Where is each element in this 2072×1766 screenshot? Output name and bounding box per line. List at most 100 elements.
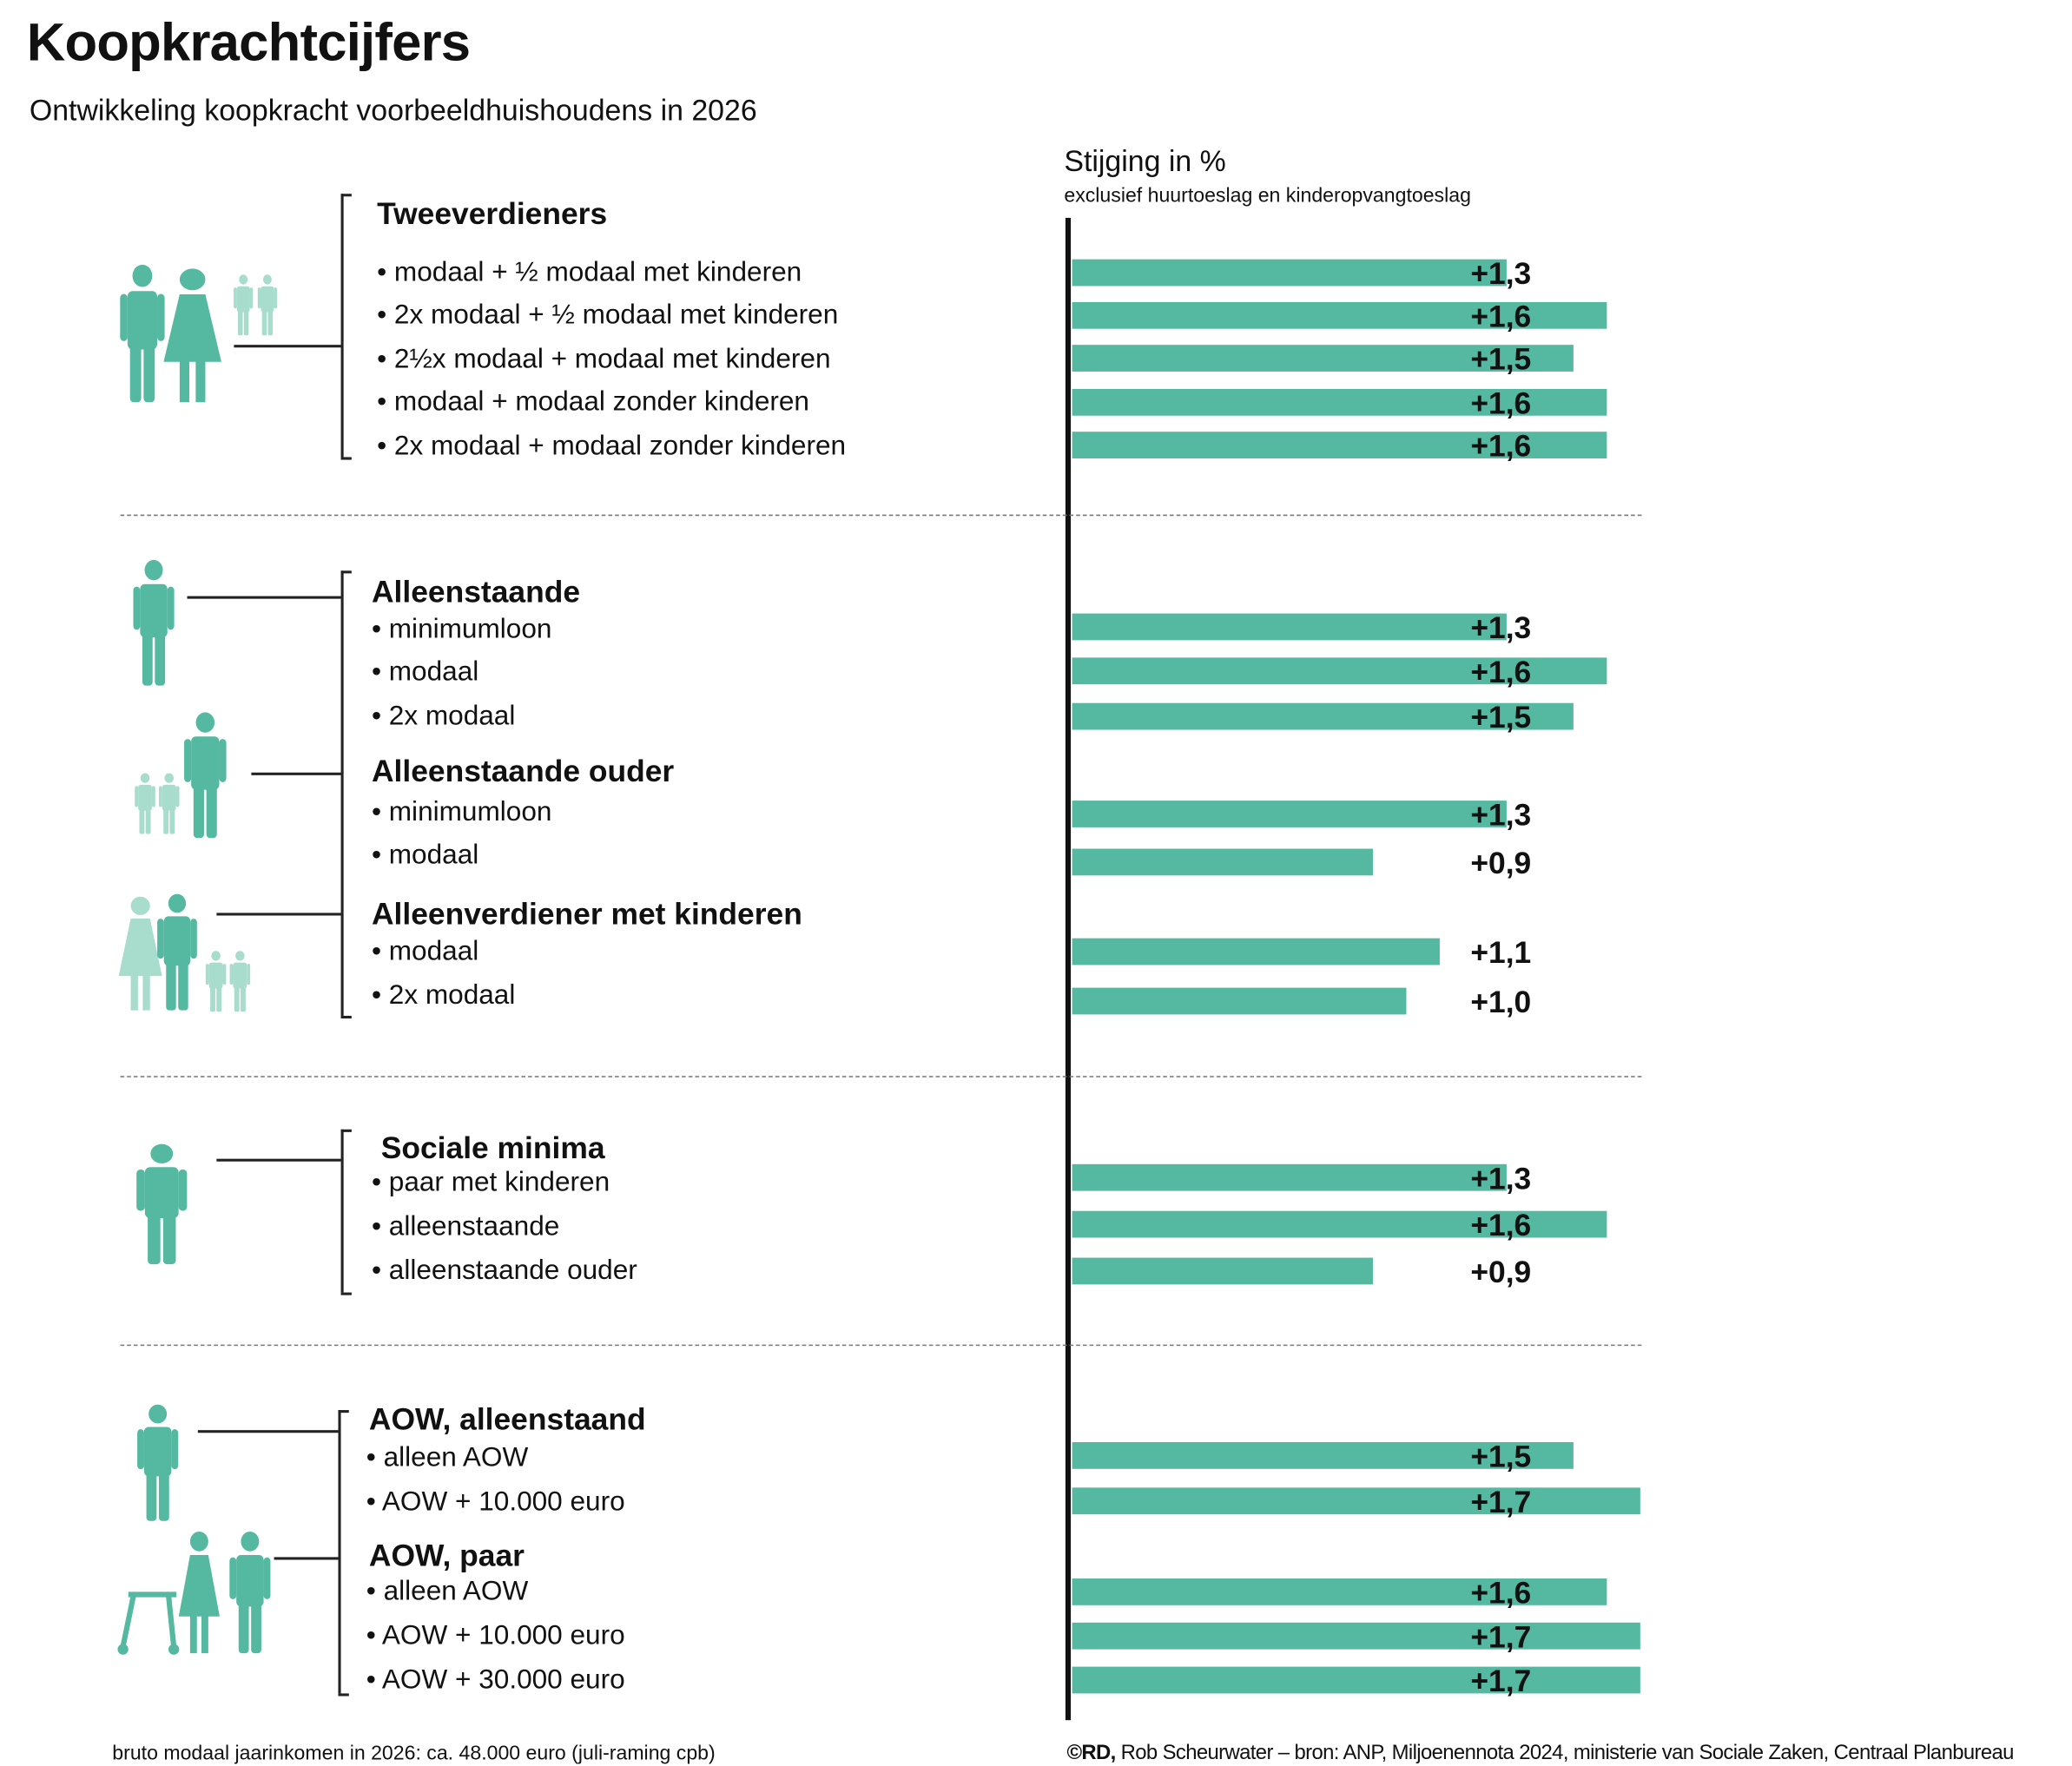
value-label: +1,7 bbox=[1470, 1663, 1532, 1698]
axis-title: Stijging in % bbox=[1064, 144, 1226, 178]
man-icon bbox=[120, 264, 165, 403]
elderly-woman-icon bbox=[178, 1532, 220, 1654]
bar bbox=[1072, 1622, 1640, 1650]
value-label: +1,5 bbox=[1470, 341, 1532, 377]
bracket-line bbox=[340, 570, 344, 1016]
group-label: AOW, paar bbox=[368, 1538, 525, 1573]
child-icon bbox=[234, 274, 254, 336]
bar bbox=[1072, 938, 1440, 965]
row-label: • paar met kinderen bbox=[371, 1166, 610, 1198]
divider bbox=[120, 1344, 1642, 1347]
bracket-line bbox=[340, 194, 352, 197]
value-label: +1,6 bbox=[1470, 385, 1532, 421]
bracket-line bbox=[187, 596, 341, 598]
value-label: +0,9 bbox=[1470, 845, 1532, 880]
divider bbox=[120, 514, 1642, 517]
bracket-line bbox=[274, 1557, 339, 1559]
row-label: • modaal bbox=[371, 656, 479, 688]
elderly-person-icon bbox=[137, 1404, 179, 1521]
bar bbox=[1072, 301, 1607, 329]
row-label: • alleenstaande bbox=[371, 1210, 560, 1242]
child-icon bbox=[257, 274, 277, 336]
bar bbox=[1072, 1666, 1640, 1694]
bracket-line bbox=[340, 457, 352, 460]
divider bbox=[120, 1076, 1642, 1077]
group-label: Alleenstaande bbox=[371, 574, 581, 610]
bracket-line bbox=[340, 1292, 352, 1295]
bar bbox=[1072, 432, 1607, 459]
bracket-line bbox=[340, 570, 352, 574]
child-icon bbox=[158, 773, 180, 834]
bar bbox=[1072, 801, 1507, 827]
bar bbox=[1072, 388, 1607, 416]
row-label: • AOW + 30.000 euro bbox=[366, 1664, 625, 1695]
value-label: +1,6 bbox=[1470, 428, 1532, 464]
axis-subtitle: exclusief huurtoeslag en kinderopvangtoe… bbox=[1064, 184, 1471, 208]
bar bbox=[1072, 1487, 1640, 1515]
row-label: • modaal + modaal zonder kinderen bbox=[377, 385, 809, 418]
value-label: +1,6 bbox=[1470, 1575, 1532, 1611]
bar bbox=[1072, 1442, 1574, 1469]
row-label: • minimumloon bbox=[371, 796, 552, 827]
woman-icon bbox=[163, 268, 221, 403]
group-label: Alleenverdiener met kinderen bbox=[371, 896, 802, 932]
bar bbox=[1072, 702, 1574, 730]
credits-brand: ©RD, bbox=[1066, 1741, 1116, 1765]
bar bbox=[1072, 345, 1574, 372]
child-icon bbox=[205, 951, 227, 1012]
page-subtitle: Ontwikkeling koopkracht voorbeeldhuishou… bbox=[29, 93, 757, 128]
value-label: +1,1 bbox=[1470, 934, 1532, 970]
value-label: +1,6 bbox=[1470, 654, 1532, 689]
row-label: • modaal bbox=[371, 935, 479, 966]
bracket-line bbox=[340, 1015, 352, 1019]
bar bbox=[1072, 1257, 1373, 1285]
row-label: • alleenstaande ouder bbox=[371, 1255, 637, 1286]
bracket-line bbox=[197, 1430, 339, 1433]
value-label: +1,5 bbox=[1470, 699, 1532, 735]
social-minimum-person-icon bbox=[136, 1143, 188, 1265]
value-label: +1,3 bbox=[1470, 1160, 1532, 1196]
row-label: • modaal bbox=[371, 839, 479, 871]
woman-icon bbox=[118, 896, 162, 1011]
bar bbox=[1072, 613, 1507, 641]
row-label: • modaal + ½ modaal met kinderen bbox=[377, 256, 802, 287]
bracket-line bbox=[251, 772, 341, 775]
value-label: +1,6 bbox=[1470, 299, 1532, 334]
bracket-line bbox=[234, 345, 341, 347]
parent-icon bbox=[184, 712, 227, 839]
bracket-line bbox=[338, 1410, 341, 1694]
value-label: +1,5 bbox=[1470, 1439, 1532, 1474]
row-label: • 2½x modaal + modaal met kinderen bbox=[377, 343, 831, 375]
value-label: +1,3 bbox=[1470, 255, 1532, 291]
bracket-line bbox=[216, 1158, 341, 1161]
bracket-line bbox=[340, 1129, 344, 1293]
value-label: +1,7 bbox=[1470, 1484, 1532, 1519]
elderly-man-icon bbox=[229, 1532, 271, 1654]
value-label: +1,7 bbox=[1470, 1618, 1532, 1655]
single-person-icon bbox=[133, 559, 175, 686]
row-label: • alleen AOW bbox=[366, 1442, 529, 1473]
bracket-line bbox=[338, 1693, 349, 1697]
credits-text: Rob Scheurwater – bron: ANP, Miljoenenno… bbox=[1115, 1741, 2015, 1765]
bar bbox=[1072, 259, 1507, 287]
group-label: Alleenstaande ouder bbox=[371, 753, 675, 788]
child-icon bbox=[229, 951, 251, 1012]
bracket-line bbox=[340, 1129, 352, 1132]
row-label: • 2x modaal bbox=[371, 979, 516, 1011]
bar bbox=[1072, 1163, 1507, 1191]
bar bbox=[1072, 657, 1607, 685]
group-label: AOW, alleenstaand bbox=[368, 1401, 646, 1437]
row-label: • 2x modaal bbox=[371, 700, 516, 732]
value-label: +1,3 bbox=[1470, 610, 1532, 645]
bracket-line bbox=[338, 1410, 349, 1413]
bar bbox=[1072, 987, 1407, 1015]
group-label: Tweeverdieners bbox=[377, 195, 608, 231]
row-label: • 2x modaal + modaal zonder kinderen bbox=[377, 430, 847, 462]
child-icon bbox=[135, 773, 155, 834]
row-label: • minimumloon bbox=[371, 613, 552, 644]
bracket-line bbox=[216, 913, 341, 915]
value-label: +0,9 bbox=[1470, 1254, 1532, 1289]
bracket-line bbox=[340, 194, 344, 458]
bar bbox=[1072, 1578, 1607, 1605]
